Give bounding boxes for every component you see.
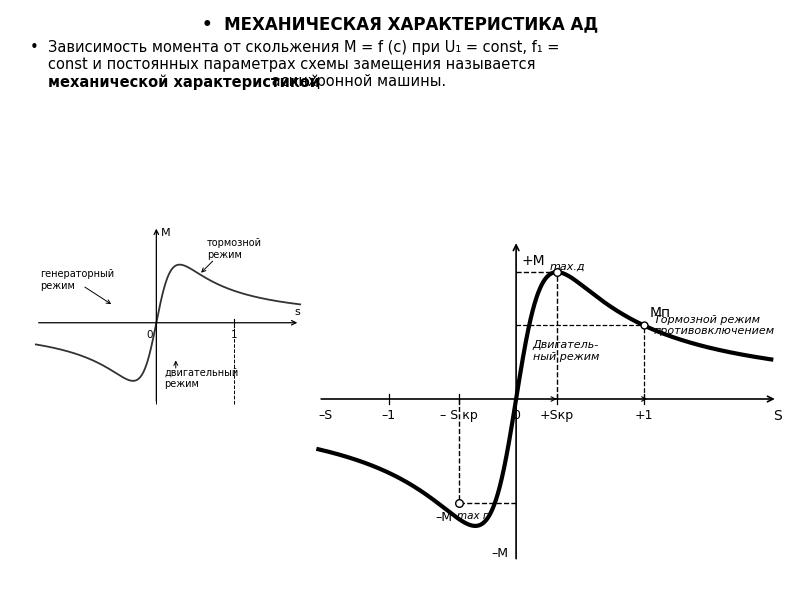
Text: +Sкр: +Sкр: [540, 409, 574, 422]
Text: тормозной
режим: тормозной режим: [207, 238, 262, 260]
Text: двигательный
режим: двигательный режим: [164, 368, 238, 389]
Text: механической характеристикой: механической характеристикой: [48, 74, 320, 89]
Text: Мп: Мп: [650, 306, 671, 320]
Text: const и постоянных параметрах схемы замещения называется: const и постоянных параметрах схемы заме…: [48, 57, 535, 72]
Text: –М: –М: [435, 511, 452, 524]
Text: •  МЕХАНИЧЕСКАЯ ХАРАКТЕРИСТИКА АД: • МЕХАНИЧЕСКАЯ ХАРАКТЕРИСТИКА АД: [202, 15, 598, 33]
Text: –1: –1: [382, 409, 396, 422]
Text: max.д: max.д: [550, 262, 585, 272]
Text: S: S: [774, 409, 782, 423]
Text: +1: +1: [634, 409, 653, 422]
Text: max г: max г: [458, 511, 489, 521]
Text: –S: –S: [318, 409, 333, 422]
Text: Тормозной режим
противовключением: Тормозной режим противовключением: [654, 314, 775, 336]
Text: +М: +М: [522, 254, 545, 268]
Text: •  Зависимость момента от скольжения М = f (с) при U₁ = const, f₁ =: • Зависимость момента от скольжения М = …: [30, 40, 559, 55]
Text: s: s: [295, 307, 301, 317]
Text: М: М: [161, 228, 170, 238]
Text: – S кр: – S кр: [440, 409, 478, 422]
Text: генераторный
режим: генераторный режим: [40, 269, 114, 291]
Text: –М: –М: [491, 547, 509, 560]
Text: 0: 0: [512, 409, 520, 422]
Text: Двигатель-
ный режим: Двигатель- ный режим: [533, 340, 599, 362]
Text: 0: 0: [146, 331, 153, 340]
Text: асинхронной машины.: асинхронной машины.: [267, 74, 446, 89]
Text: 1: 1: [230, 331, 238, 340]
